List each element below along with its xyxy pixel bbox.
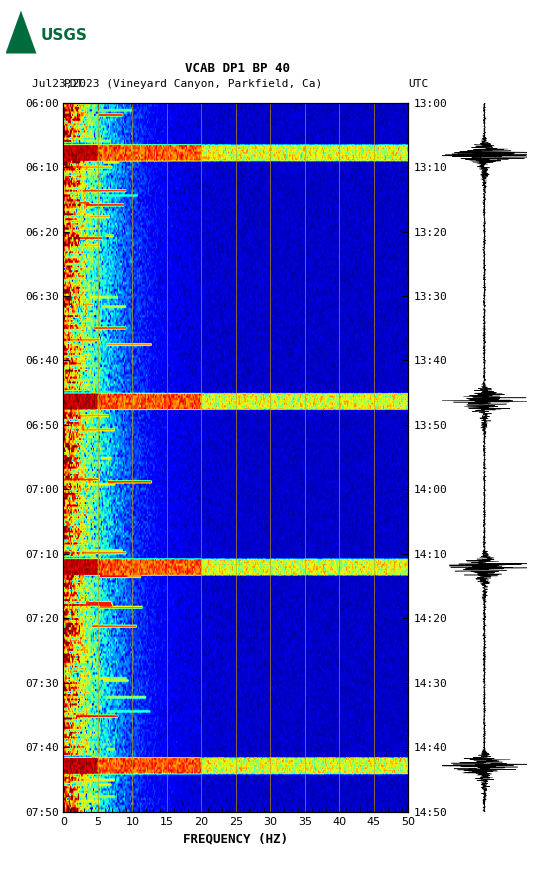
Text: PDT: PDT: [63, 79, 84, 89]
Polygon shape: [6, 11, 36, 54]
Text: UTC: UTC: [408, 79, 429, 89]
Text: USGS: USGS: [40, 28, 87, 43]
Text: Jul23,2023 (Vineyard Canyon, Parkfield, Ca): Jul23,2023 (Vineyard Canyon, Parkfield, …: [31, 79, 322, 89]
Text: VCAB DP1 BP 40: VCAB DP1 BP 40: [185, 62, 290, 75]
X-axis label: FREQUENCY (HZ): FREQUENCY (HZ): [183, 832, 289, 845]
